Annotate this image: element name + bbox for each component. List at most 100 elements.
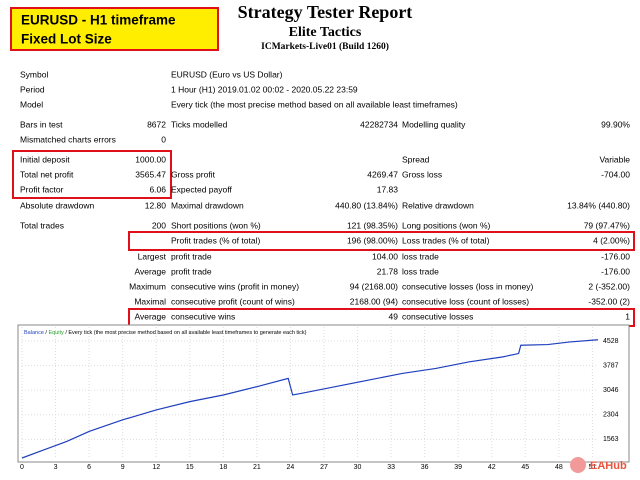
cell-label: Initial deposit <box>20 154 70 164</box>
cell-value: -352.00 (2) <box>588 296 630 306</box>
x-tick-label: 3 <box>54 464 58 471</box>
cell-value: 79 (97.47%) <box>584 220 630 230</box>
highlight-box <box>128 231 635 251</box>
cell-label: Total net profit <box>20 169 74 179</box>
x-tick-label: 48 <box>555 464 563 471</box>
highlight-box <box>12 150 172 199</box>
cell-label: Loss trades (% of total) <box>402 235 490 245</box>
cell-value: 1 <box>625 311 630 321</box>
cell-label: consecutive losses <box>402 311 473 321</box>
badge-box <box>10 7 219 51</box>
y-tick-label: 1563 <box>603 436 619 443</box>
x-tick-label: 6 <box>87 464 91 471</box>
cell-value: 104.00 <box>372 251 398 261</box>
x-tick-label: 24 <box>287 464 295 471</box>
cell-value: 99.90% <box>601 119 630 129</box>
cell-label: Short positions (won %) <box>171 220 261 230</box>
cell-value: 42282734 <box>360 119 398 129</box>
y-tick-label: 4528 <box>603 338 619 345</box>
cell-label: Gross profit <box>171 169 216 179</box>
y-tick-label: 3046 <box>603 387 619 394</box>
cell-label: consecutive loss (count of losses) <box>402 296 529 306</box>
cell-value: -176.00 <box>601 266 630 276</box>
x-tick-label: 12 <box>152 464 160 471</box>
legend-item: / Every tick (the most precise method ba… <box>65 330 306 336</box>
cell-value: 4 (2.00%) <box>593 235 630 245</box>
cell-value: Maximal <box>134 296 166 306</box>
cell-value: 12.80 <box>145 200 167 210</box>
cell-value: 1000.00 <box>135 154 166 164</box>
cell-value: 2 (-352.00) <box>588 281 630 291</box>
legend: Balance / Equity / Every tick (the most … <box>24 330 307 336</box>
x-tick-label: 9 <box>121 464 125 471</box>
x-tick-label: 33 <box>387 464 395 471</box>
cell-value: 2168.00 (94) <box>350 296 398 306</box>
cell-label: consecutive profit (count of wins) <box>171 296 295 306</box>
x-tick-label: 18 <box>219 464 227 471</box>
cell-value: 49 <box>389 311 399 321</box>
cell-value: Largest <box>138 251 167 261</box>
cell-value: 6.06 <box>149 184 166 194</box>
legend-item: / <box>45 330 47 336</box>
cell-label: Period <box>20 84 45 94</box>
legend-item: Balance <box>24 330 44 336</box>
cell-value: Average <box>134 266 166 276</box>
x-tick-label: 27 <box>320 464 328 471</box>
y-tick-label: 2304 <box>603 412 619 419</box>
cell-label: Expected payoff <box>171 184 232 194</box>
cell-value: 8672 <box>147 119 166 129</box>
cell-value: 3565.47 <box>135 169 166 179</box>
cell-label: Spread <box>402 154 430 164</box>
y-tick-label: 3787 <box>603 362 619 369</box>
cell-label: Profit factor <box>20 184 64 194</box>
legend-item: Equity <box>48 330 64 336</box>
cell-label: Bars in test <box>20 119 63 129</box>
cell-value: Every tick (the most precise method base… <box>171 99 458 109</box>
cell-value: -176.00 <box>601 251 630 261</box>
cell-value: 21.78 <box>377 266 399 276</box>
cell-label: Ticks modelled <box>171 119 228 129</box>
x-tick-label: 21 <box>253 464 261 471</box>
x-tick-label: 42 <box>488 464 496 471</box>
badge-line: Fixed Lot Size <box>21 32 112 47</box>
cell-value: 17.83 <box>377 184 399 194</box>
cell-value: 4269.47 <box>367 169 398 179</box>
cell-label: consecutive losses (loss in money) <box>402 281 534 291</box>
cell-value: 0 <box>161 134 166 144</box>
cell-label: Absolute drawdown <box>20 200 94 210</box>
watermark-icon <box>570 457 586 473</box>
stats-table: Symbol EURUSD (Euro vs US Dollar) Period 1 … <box>20 69 630 321</box>
cell-value: 13.84% (440.80) <box>567 200 630 210</box>
cell-label: consecutive wins (profit in money) <box>171 281 299 291</box>
cell-label: Symbol <box>20 69 48 79</box>
x-tick-label: 45 <box>521 464 529 471</box>
cell-label: Long positions (won %) <box>402 220 491 230</box>
cell-label: loss trade <box>402 266 439 276</box>
cell-label: Modelling quality <box>402 119 466 129</box>
cell-value: Variable <box>599 154 630 164</box>
report-title: Strategy Tester Report <box>238 2 413 22</box>
cell-value: 1 Hour (H1) 2019.01.02 00:02 - 2020.05.2… <box>171 84 358 94</box>
cell-label: Total trades <box>20 220 64 230</box>
cell-value: 121 (98.35%) <box>347 220 398 230</box>
server: ICMarkets-Live01 (Build 1260) <box>261 41 389 52</box>
cell-value: -704.00 <box>601 169 630 179</box>
cell-label: loss trade <box>402 251 439 261</box>
badge-line: EURUSD - H1 timeframe <box>21 13 176 28</box>
cell-label: Relative drawdown <box>402 200 474 210</box>
x-tick-label: 0 <box>20 464 24 471</box>
cell-value: 200 <box>152 220 166 230</box>
cell-label: Model <box>20 99 43 109</box>
cell-value: 440.80 (13.84%) <box>335 200 398 210</box>
cell-label: profit trade <box>171 251 212 261</box>
cell-label: Profit trades (% of total) <box>171 235 260 245</box>
cell-value: Average <box>134 311 166 321</box>
report-subtitle: Elite Tactics <box>289 25 362 40</box>
x-tick-label: 36 <box>421 464 429 471</box>
cell-label: profit trade <box>171 266 212 276</box>
cell-label: Mismatched charts errors <box>20 134 116 144</box>
balance-line <box>21 339 599 459</box>
cell-value: EURUSD (Euro vs US Dollar) <box>171 69 283 79</box>
